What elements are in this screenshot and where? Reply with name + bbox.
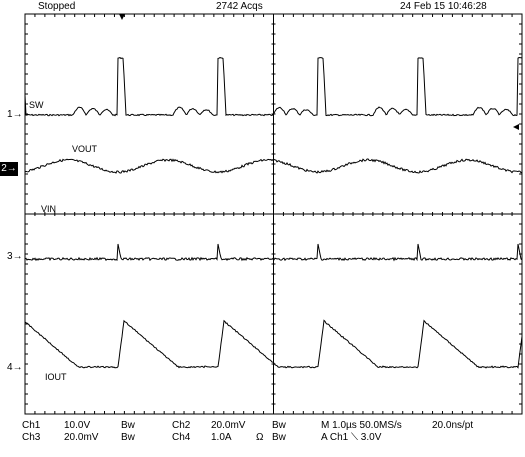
trigger-position-icon: [119, 14, 125, 20]
ch2-label: Ch2: [172, 420, 191, 431]
date-time: 24 Feb 15 10:46:28: [400, 1, 487, 12]
ch3-label: Ch3: [22, 432, 41, 443]
ch2-scale[interactable]: 20.0mV: [211, 420, 246, 431]
label-sw: SW: [29, 100, 44, 110]
run-state: Stopped: [38, 1, 76, 12]
time-resolution: 20.0ns/pt: [432, 420, 474, 431]
ch4-impedance-icon: Ω: [256, 432, 264, 443]
ch2-bandwidth: Bw: [272, 420, 286, 431]
ch2-marker-selected[interactable]: 2→: [0, 162, 18, 176]
acquisition-count: 2742 Acqs: [216, 1, 263, 12]
ch1-label: Ch1: [22, 420, 41, 431]
ch3-scale[interactable]: 20.0mV: [64, 432, 99, 443]
trigger-settings[interactable]: A Ch1 ⟍ 3.0V: [321, 432, 382, 443]
trace-vout: [24, 158, 523, 174]
graticule-grid: [25, 14, 522, 414]
label-vin: VIN: [41, 204, 57, 214]
ch4-label: Ch4: [172, 432, 191, 443]
label-iout: IOUT: [45, 372, 67, 382]
ch1-bandwidth: Bw: [121, 420, 135, 431]
ch3-bandwidth: Bw: [121, 432, 135, 443]
horizontal-settings[interactable]: M 1.0µs 50.0MS/s: [321, 420, 402, 431]
trace-vin: [24, 243, 523, 262]
ch1-scale[interactable]: 10.0V: [64, 420, 91, 431]
ch4-marker[interactable]: 4→: [7, 362, 23, 373]
ch1-marker[interactable]: 1→: [7, 109, 23, 120]
trigger-level-icon: [513, 124, 519, 130]
label-vout: VOUT: [72, 144, 98, 154]
ch4-bandwidth: Bw: [272, 432, 286, 443]
ch3-marker[interactable]: 3→: [7, 251, 23, 262]
ch4-scale[interactable]: 1.0A: [211, 432, 232, 443]
trace-iout: [24, 319, 523, 369]
trace-sw: [24, 56, 523, 117]
